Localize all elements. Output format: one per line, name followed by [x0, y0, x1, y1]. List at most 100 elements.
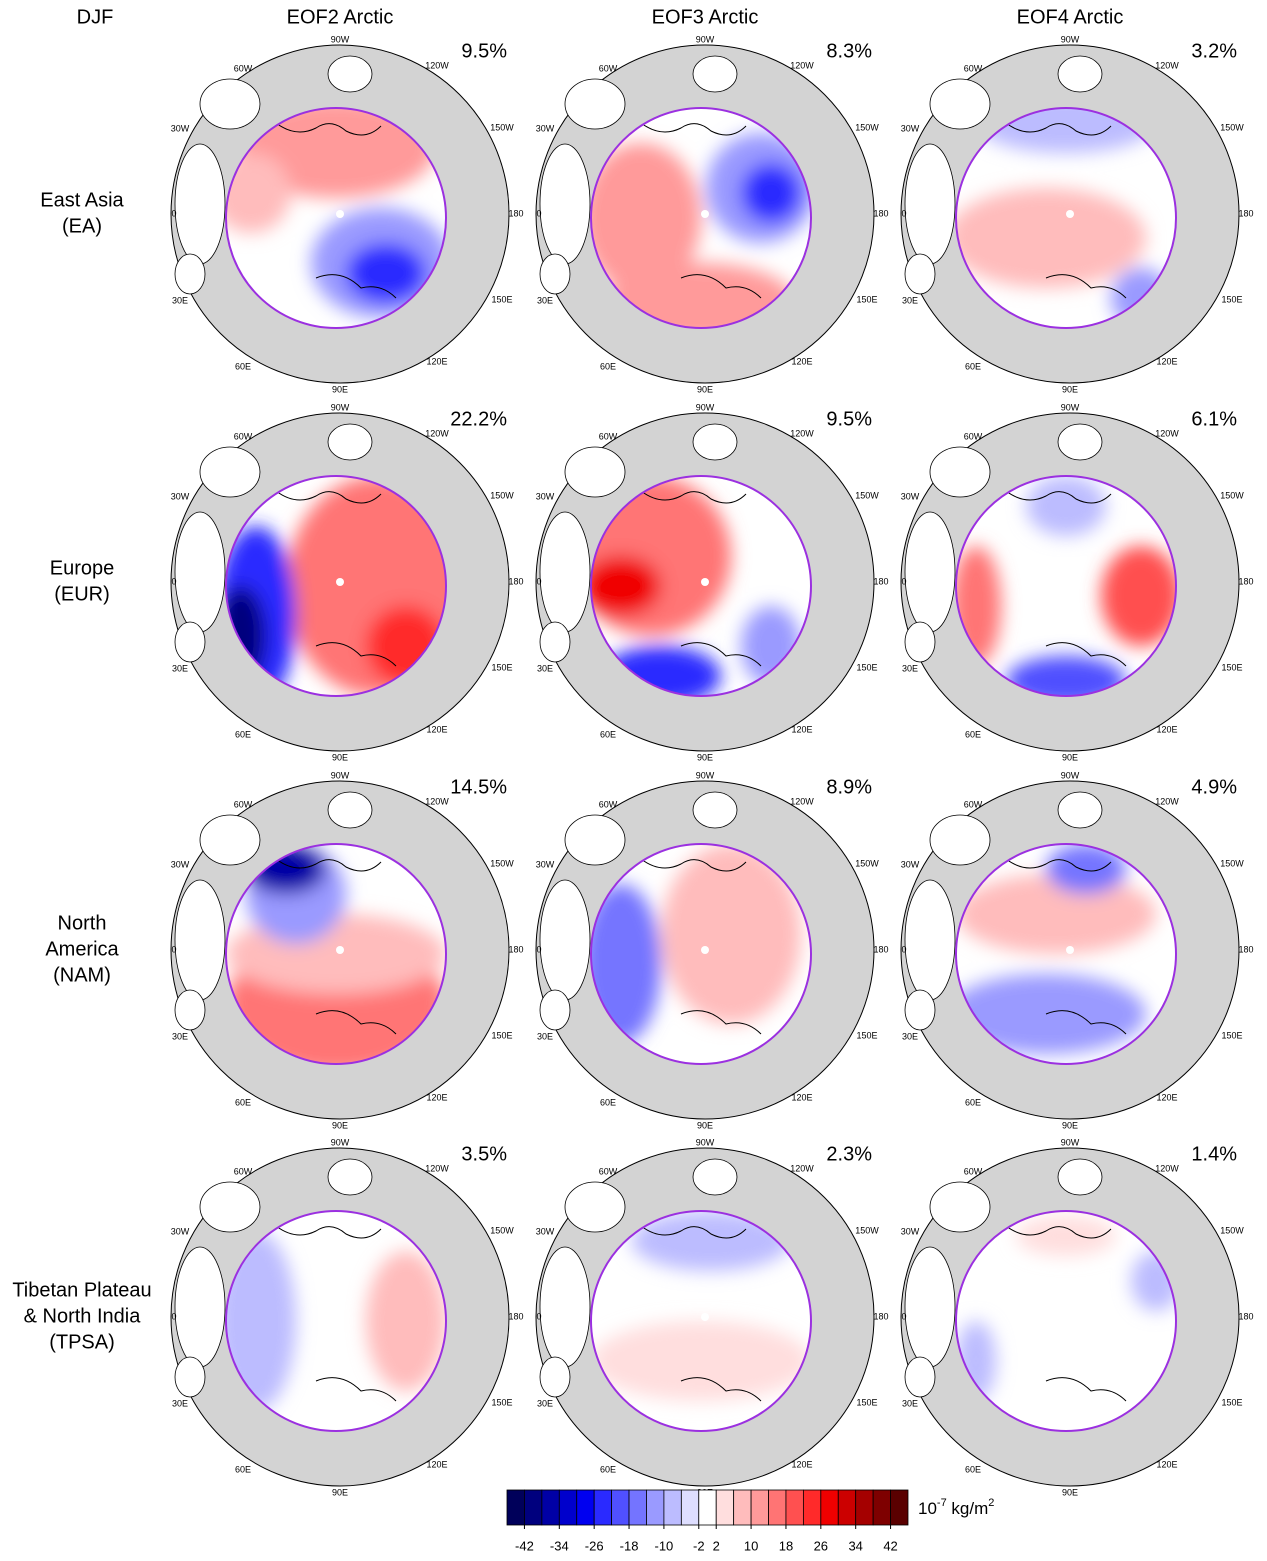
longitude-label: 150W — [490, 490, 514, 500]
longitude-label: 60E — [965, 361, 981, 371]
longitude-label: 60E — [965, 1464, 981, 1474]
ocean — [199, 1181, 261, 1233]
longitude-label: 180 — [1238, 944, 1253, 954]
longitude-label: 120E — [1156, 1092, 1177, 1102]
domain — [956, 1211, 1176, 1431]
longitude-label: 90W — [696, 1137, 715, 1147]
longitude-label: 30E — [902, 295, 918, 305]
longitude-label: 60W — [599, 799, 618, 809]
colorbar-box — [506, 1489, 525, 1526]
domain-boundary — [225, 475, 447, 697]
longitude-label: 60E — [600, 1097, 616, 1107]
longitude-label: 90W — [696, 34, 715, 44]
ocean — [174, 989, 206, 1031]
variance-explained: 6.1% — [1191, 408, 1237, 430]
anomaly — [591, 1211, 811, 1402]
longitude-label: 120E — [426, 1459, 447, 1469]
variance-explained: 14.5% — [450, 776, 507, 798]
longitude-label: 150W — [1220, 858, 1244, 868]
polar-map: 90W 120W 150W 180 150E 120E 90E 60E 30E 0 30W 60W — [900, 770, 1254, 1130]
anomaly-blob — [1026, 476, 1106, 536]
colorbar-box — [628, 1489, 647, 1526]
longitude-label: 0 — [171, 576, 176, 586]
polar-map: 90W 120W 150W 180 150E 120E 90E 60E 30E 0 30W 60W — [170, 34, 524, 394]
row-label: (EUR) — [54, 583, 110, 605]
longitude-label: 90E — [1062, 1120, 1078, 1130]
pole — [1066, 1313, 1074, 1321]
longitude-label: 60W — [964, 1166, 983, 1176]
longitude-label: 180 — [873, 1311, 888, 1321]
ocean — [199, 78, 261, 130]
domain — [956, 476, 1176, 696]
ocean — [929, 814, 991, 866]
polar-map: 90W 120W 150W 180 150E 120E 90E 60E 30E 0 30W 60W — [900, 402, 1254, 762]
ocean — [539, 511, 591, 633]
longitude-label: 120E — [791, 1092, 812, 1102]
longitude-label: 180 — [873, 944, 888, 954]
longitude-label: 120E — [791, 1459, 812, 1469]
coastline — [640, 490, 762, 667]
domain-boundary — [590, 475, 812, 697]
colorbar-box — [663, 1489, 682, 1526]
longitude-label: 90W — [331, 402, 350, 412]
longitude-label: 150E — [491, 294, 512, 304]
anomaly-blob — [956, 874, 1156, 954]
pole — [1066, 578, 1074, 586]
anomaly-blob — [976, 108, 1156, 153]
domain-boundary — [590, 843, 812, 1065]
longitude-label: 90E — [1062, 1487, 1078, 1497]
longitude-label: 90E — [697, 752, 713, 762]
anomaly — [956, 476, 1176, 696]
unit-part: -7 — [937, 1497, 947, 1509]
pole — [701, 1313, 709, 1321]
longitude-label: 60W — [234, 431, 253, 441]
ocean — [327, 791, 373, 829]
ocean — [539, 1356, 571, 1398]
polar-map: 90W 120W 150W 180 150E 120E 90E 60E 30E 0 30W 60W — [170, 770, 524, 1130]
longitude-label: 90W — [696, 402, 715, 412]
coastline — [275, 1225, 397, 1402]
longitude-label: 150E — [491, 1397, 512, 1407]
longitude-label: 90W — [1061, 34, 1080, 44]
anomaly-blob — [956, 188, 1146, 288]
ocean — [327, 55, 373, 93]
pole — [336, 578, 344, 586]
longitude-label: 90E — [332, 1120, 348, 1130]
anomaly-blob — [1101, 546, 1176, 646]
longitude-label: 30E — [172, 1031, 188, 1041]
longitude-label: 120W — [425, 428, 449, 438]
colorbar-box — [541, 1489, 560, 1526]
polar-map: 90W 120W 150W 180 150E 120E 90E 60E 30E 0 30W 60W — [170, 402, 524, 762]
anomaly-blobs — [591, 1211, 811, 1401]
ocean — [692, 55, 738, 93]
ocean — [174, 879, 226, 1001]
longitude-label: 180 — [1238, 576, 1253, 586]
longitude-label: 180 — [508, 576, 523, 586]
longitude-label: 90E — [697, 1120, 713, 1130]
longitude-label: 60W — [599, 1166, 618, 1176]
longitude-label: 30W — [901, 859, 920, 869]
coastline — [275, 122, 397, 299]
anomaly-blob — [236, 108, 436, 198]
longitude-label: 30W — [901, 123, 920, 133]
colorbar-box — [890, 1489, 909, 1526]
anomaly-blob — [661, 844, 801, 1024]
longitude-label: 30E — [172, 663, 188, 673]
colorbar-box — [715, 1489, 735, 1526]
unit-part: kg/m — [947, 1499, 989, 1518]
longitude-label: 120W — [1155, 428, 1179, 438]
polar-map: 90W 120W 150W 180 150E 120E 90E 60E 30E 0 30W 60W — [900, 1137, 1254, 1497]
ocean — [929, 446, 991, 498]
colorbar-tick-label: -2 — [693, 1538, 705, 1553]
longitude-label: 150E — [856, 662, 877, 672]
longitude-label: 150W — [490, 858, 514, 868]
colorbar-tick-label: -34 — [550, 1538, 569, 1553]
longitude-label: 90W — [1061, 770, 1080, 780]
variance-explained: 9.5% — [826, 408, 872, 430]
column-title: EOF4 Arctic — [1017, 6, 1124, 28]
longitude-label: 60W — [964, 799, 983, 809]
longitude-label: 120E — [791, 724, 812, 734]
longitude-label: 30E — [902, 1398, 918, 1408]
anomaly-blobs — [956, 1216, 1176, 1401]
